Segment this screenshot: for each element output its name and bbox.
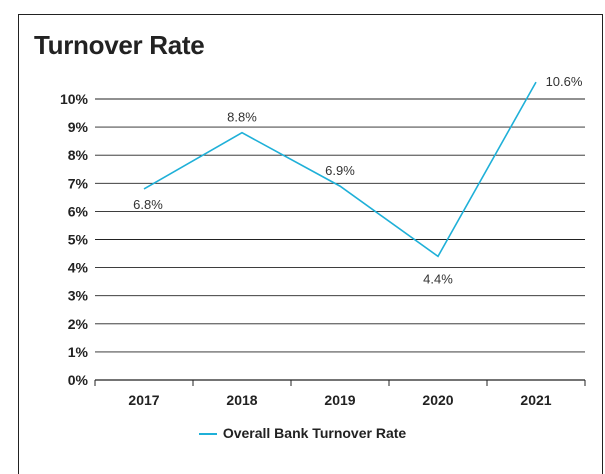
legend: Overall Bank Turnover Rate [0, 425, 605, 441]
chart-title: Turnover Rate [34, 30, 205, 60]
line-chart: 0% 1% 2% 3% 4% 5% 6% 7% 8% 9% 10% 2017 2018 2019 2020… [60, 74, 586, 408]
y-tick-label: 9% [68, 119, 89, 135]
data-label: 8.8% [227, 110, 257, 125]
y-axis-ticks: 0% 1% 2% 3% 4% 5% 6% 7% 8% 9% 10% [60, 91, 89, 388]
data-labels: 6.8% 8.8% 6.9% 4.4% 10.6% [133, 74, 583, 286]
data-label: 4.4% [423, 271, 453, 286]
y-tick-label: 0% [68, 372, 89, 388]
x-tick-label: 2020 [422, 392, 453, 408]
legend-label: Overall Bank Turnover Rate [222, 425, 407, 441]
y-tick-label: 2% [68, 316, 89, 332]
x-axis: 2017 2018 2019 2020 2021 [94, 380, 586, 408]
x-tick-label: 2017 [128, 392, 159, 408]
chart-frame [18, 14, 603, 474]
data-label: 6.8% [133, 197, 163, 212]
y-tick-label: 7% [68, 175, 89, 191]
y-tick-label: 3% [68, 288, 89, 304]
y-tick-label: 10% [60, 91, 89, 107]
y-tick-label: 5% [68, 232, 89, 248]
x-tick-label: 2019 [324, 392, 355, 408]
series-line [143, 81, 537, 258]
data-label: 6.9% [325, 163, 355, 178]
x-tick-label: 2021 [520, 392, 551, 408]
gridlines [95, 98, 585, 381]
y-tick-label: 1% [68, 344, 89, 360]
y-tick-label: 8% [68, 147, 89, 163]
x-tick-label: 2018 [226, 392, 257, 408]
y-tick-label: 4% [68, 260, 89, 276]
data-label: 10.6% [546, 74, 583, 89]
legend-swatch [198, 433, 217, 436]
series-lines [143, 81, 537, 258]
y-tick-label: 6% [68, 203, 89, 219]
